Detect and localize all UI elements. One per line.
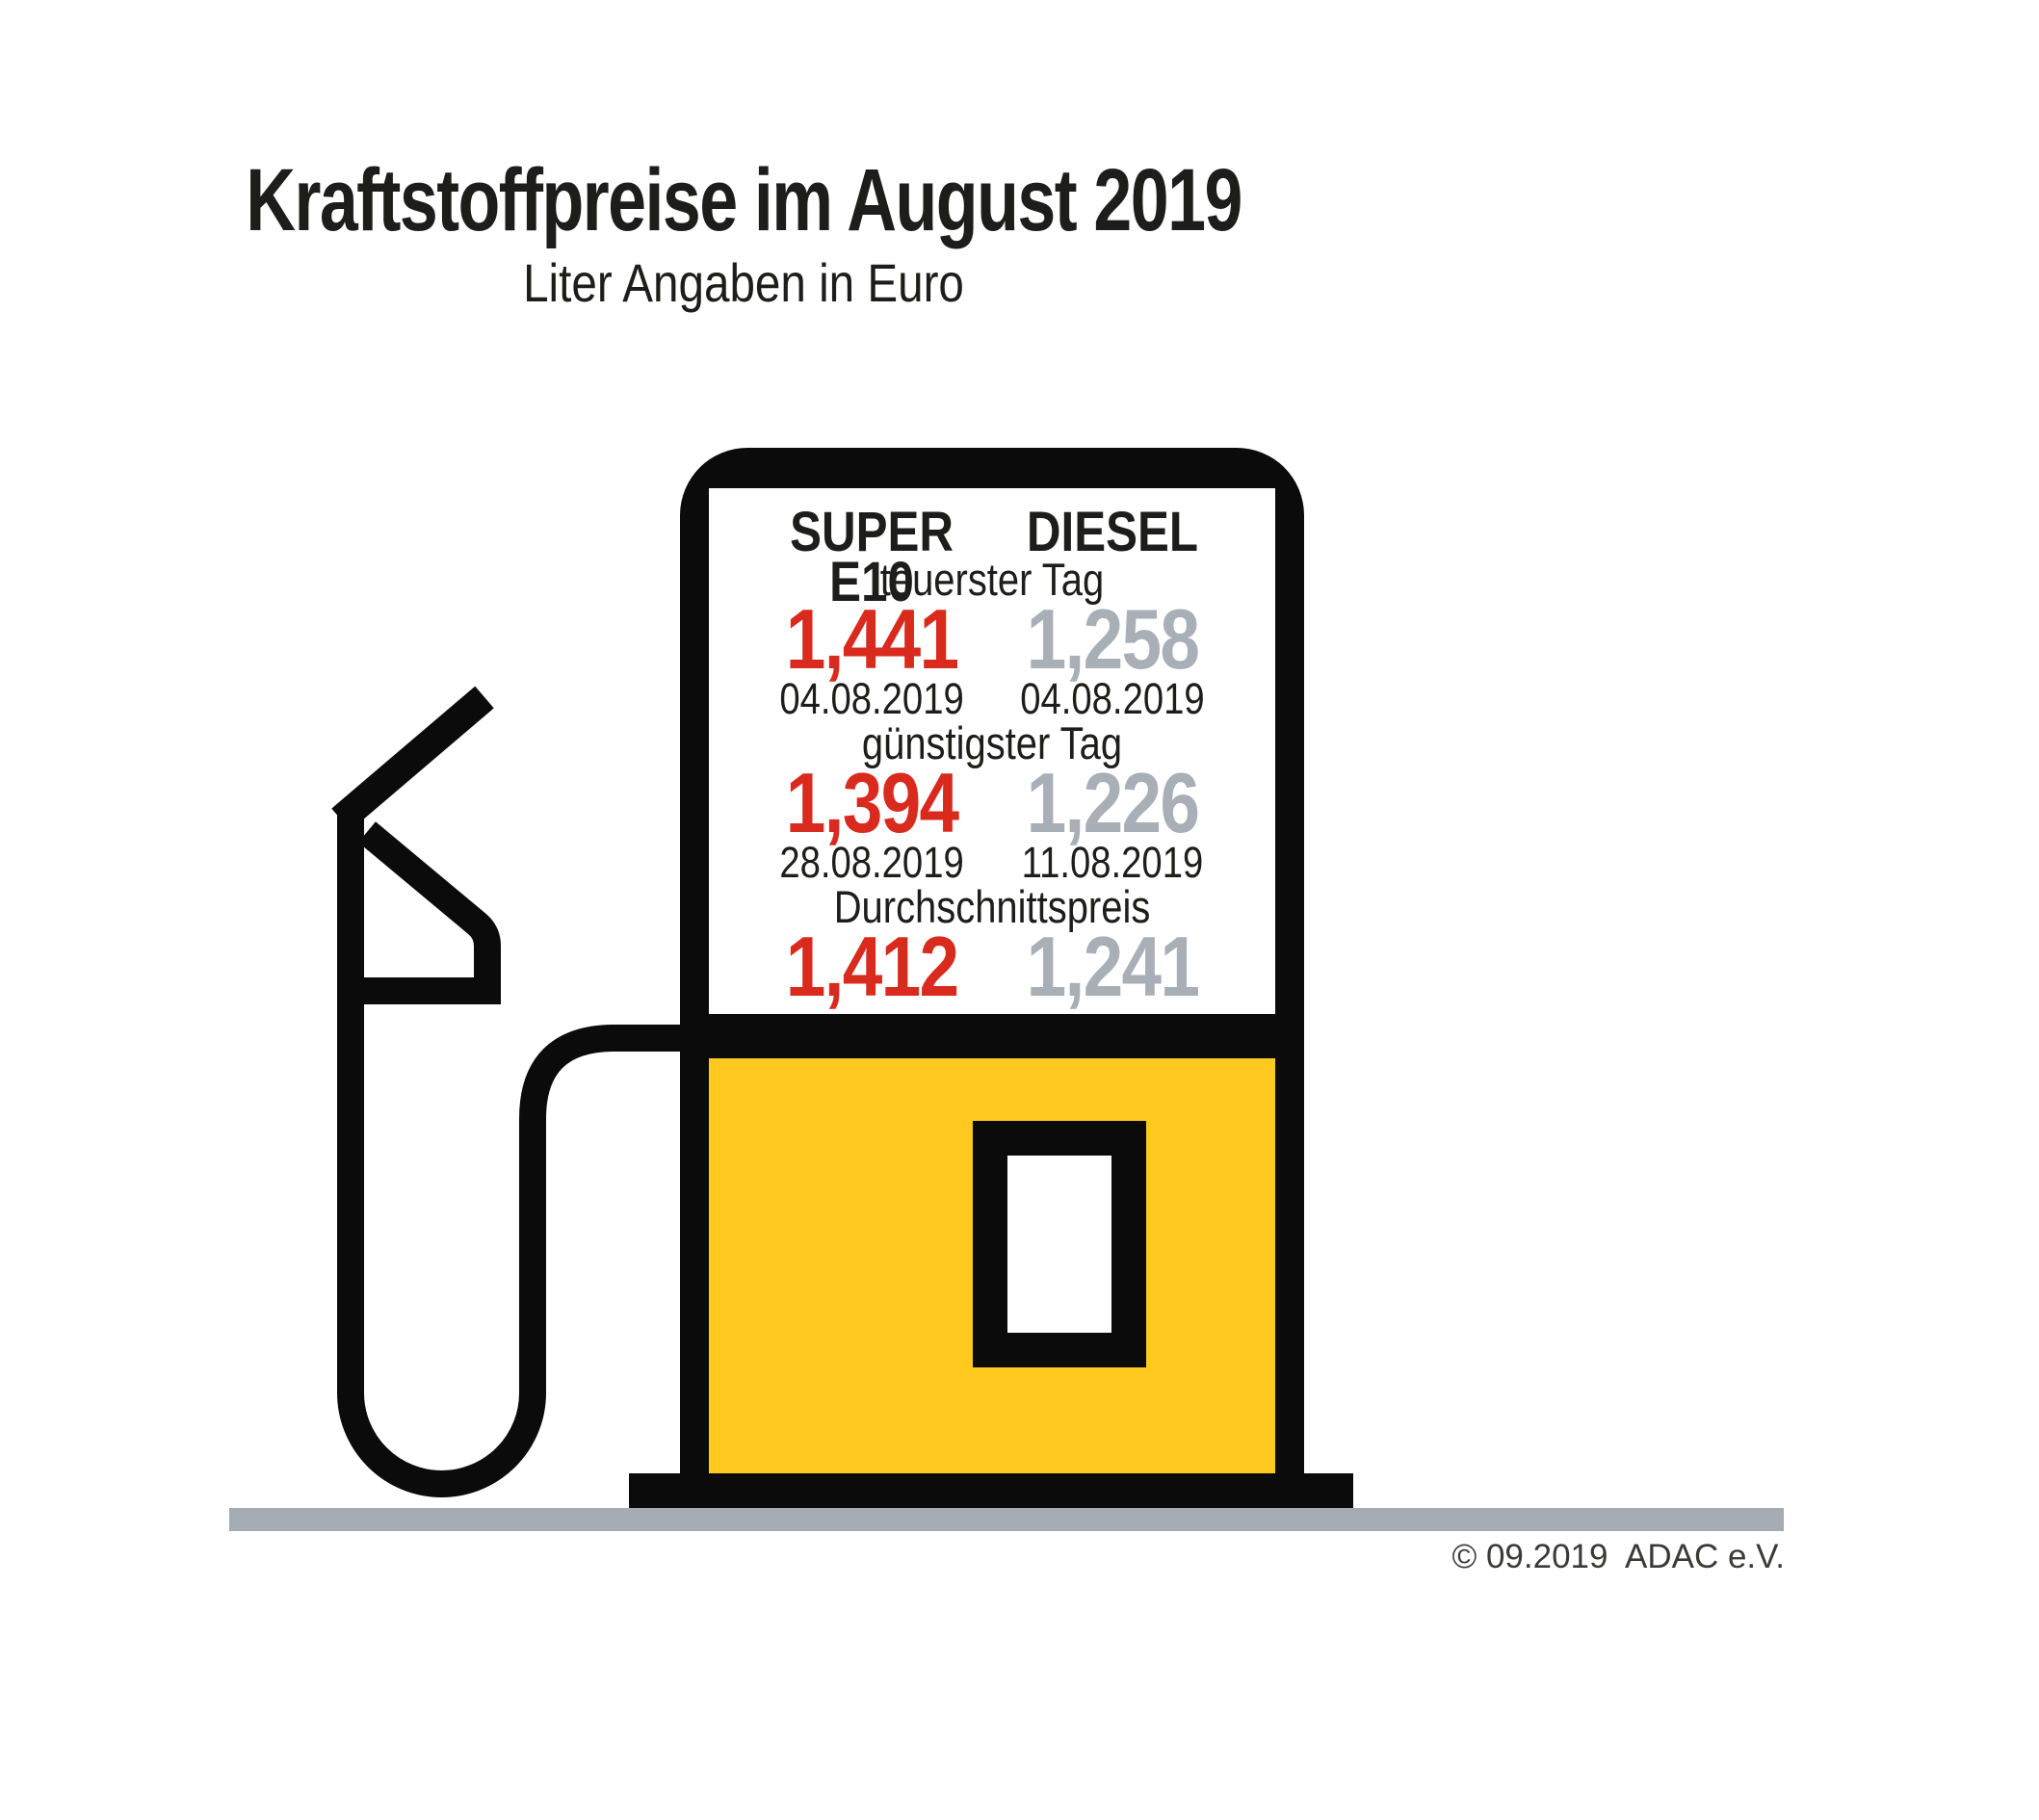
pump-baseplate xyxy=(629,1473,1353,1508)
fuel-pump-illustration: SUPER E10 DIESEL teuerster Tag 1,441 1,2… xyxy=(680,448,1304,1473)
column-header-diesel: DIESEL xyxy=(1026,501,1198,563)
date-diesel-most-expensive: 04.08.2019 xyxy=(1020,674,1205,723)
copyright-note: © 09.2019 ADAC e.V. xyxy=(1451,1538,1785,1575)
date-super-e10-most-expensive: 04.08.2019 xyxy=(779,674,964,723)
pump-divider-bar xyxy=(709,1014,1275,1058)
price-super-e10-most-expensive: 1,441 xyxy=(785,591,959,687)
price-diesel-most-expensive: 1,258 xyxy=(1026,591,1200,687)
section-label-cheapest-day: günstigster Tag xyxy=(861,717,1123,768)
nozzle-handle xyxy=(331,686,494,831)
date-super-e10-cheapest: 28.08.2019 xyxy=(779,838,964,887)
price-super-e10-average: 1,412 xyxy=(785,919,959,1014)
page-title: Kraftstoffpreise im August 2019 xyxy=(246,151,1242,249)
price-row-most-expensive-day: 1,441 1,258 xyxy=(751,591,1233,687)
price-row-cheapest-day: 1,394 1,226 xyxy=(751,755,1233,850)
date-diesel-cheapest: 11.08.2019 xyxy=(1021,838,1204,887)
price-diesel-average: 1,241 xyxy=(1026,919,1200,1014)
price-row-average: 1,412 1,241 xyxy=(751,919,1233,1014)
column-header-super-e10: SUPER E10 xyxy=(790,501,954,613)
page-subtitle: Liter Angaben in Euro xyxy=(523,252,964,313)
section-label-most-expensive-day: teuerster Tag xyxy=(879,554,1105,605)
nozzle-spout xyxy=(358,821,501,991)
nozzle-holder-slot xyxy=(973,1121,1146,1367)
fuel-column-headers: SUPER E10 DIESEL xyxy=(751,501,1233,611)
date-row-most-expensive-day: 04.08.2019 04.08.2019 xyxy=(751,677,1233,721)
pump-price-display: SUPER E10 DIESEL teuerster Tag 1,441 1,2… xyxy=(709,488,1275,1014)
pump-tank-body xyxy=(709,1058,1275,1473)
date-row-cheapest-day: 28.08.2019 11.08.2019 xyxy=(751,841,1233,885)
pump-hose xyxy=(337,807,718,1497)
section-label-average-price: Durchschnittspreis xyxy=(833,881,1151,932)
ground-line xyxy=(229,1508,1784,1531)
price-super-e10-cheapest: 1,394 xyxy=(785,755,959,850)
price-diesel-cheapest: 1,226 xyxy=(1026,755,1200,850)
